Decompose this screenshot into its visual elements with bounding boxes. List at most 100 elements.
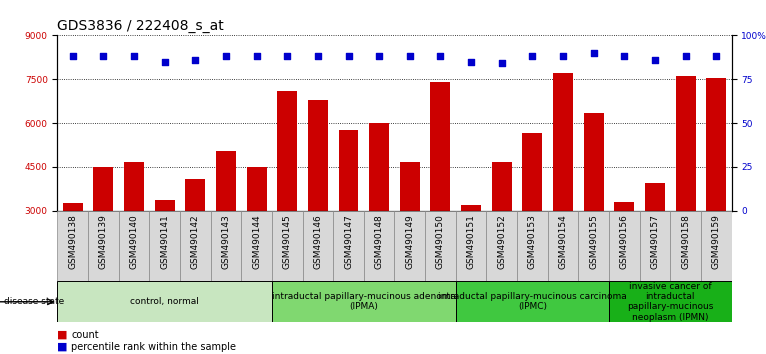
- Point: [588, 50, 600, 56]
- Bar: [364, 211, 394, 281]
- Text: GSM490155: GSM490155: [589, 214, 598, 269]
- Point: [67, 53, 79, 59]
- Bar: [553, 73, 573, 298]
- Text: disease state: disease state: [4, 297, 64, 306]
- Text: GSM490141: GSM490141: [160, 214, 169, 269]
- Point: [312, 53, 324, 59]
- Point: [220, 53, 232, 59]
- Text: GDS3836 / 222408_s_at: GDS3836 / 222408_s_at: [57, 19, 224, 33]
- Text: intraductal papillary-mucinous carcinoma
(IPMC): intraductal papillary-mucinous carcinoma…: [438, 292, 627, 312]
- Text: GSM490149: GSM490149: [405, 214, 414, 269]
- Text: ■: ■: [57, 330, 68, 339]
- Point: [97, 53, 110, 59]
- Text: GSM490140: GSM490140: [129, 214, 139, 269]
- Bar: [63, 203, 83, 298]
- Bar: [339, 130, 358, 298]
- Bar: [609, 211, 640, 281]
- Bar: [93, 167, 113, 298]
- Bar: [430, 82, 450, 298]
- Bar: [272, 281, 456, 322]
- Bar: [486, 211, 517, 281]
- Bar: [155, 200, 175, 298]
- Point: [189, 57, 201, 63]
- Text: GSM490154: GSM490154: [558, 214, 568, 269]
- Bar: [609, 281, 732, 322]
- Point: [710, 53, 722, 59]
- Bar: [517, 211, 548, 281]
- Point: [250, 53, 263, 59]
- Point: [342, 53, 355, 59]
- Point: [373, 53, 385, 59]
- Bar: [369, 123, 389, 298]
- Bar: [333, 211, 364, 281]
- Text: count: count: [71, 330, 99, 339]
- Text: GSM490148: GSM490148: [375, 214, 384, 269]
- Text: GSM490156: GSM490156: [620, 214, 629, 269]
- Text: GSM490157: GSM490157: [650, 214, 660, 269]
- Point: [281, 53, 293, 59]
- Bar: [640, 211, 670, 281]
- Point: [128, 53, 140, 59]
- Point: [649, 57, 661, 63]
- Text: intraductal papillary-mucinous adenoma
(IPMA): intraductal papillary-mucinous adenoma (…: [272, 292, 456, 312]
- Bar: [706, 78, 726, 298]
- Text: GSM490146: GSM490146: [313, 214, 322, 269]
- Bar: [216, 151, 236, 298]
- Text: GSM490150: GSM490150: [436, 214, 445, 269]
- Bar: [461, 205, 481, 298]
- Bar: [522, 133, 542, 298]
- Bar: [425, 211, 456, 281]
- Text: percentile rank within the sample: percentile rank within the sample: [71, 342, 236, 352]
- Text: control, normal: control, normal: [130, 297, 199, 306]
- Text: ■: ■: [57, 342, 68, 352]
- Text: GSM490158: GSM490158: [681, 214, 690, 269]
- Bar: [456, 281, 609, 322]
- Bar: [578, 211, 609, 281]
- Bar: [394, 211, 425, 281]
- Bar: [676, 76, 696, 298]
- Bar: [701, 211, 732, 281]
- Point: [679, 53, 692, 59]
- Bar: [670, 211, 701, 281]
- Text: GSM490144: GSM490144: [252, 214, 261, 269]
- Text: GSM490143: GSM490143: [221, 214, 231, 269]
- Bar: [211, 211, 241, 281]
- Text: GSM490145: GSM490145: [283, 214, 292, 269]
- Bar: [149, 211, 180, 281]
- Bar: [614, 202, 634, 298]
- Bar: [308, 100, 328, 298]
- Bar: [57, 281, 272, 322]
- Bar: [277, 91, 297, 298]
- Text: GSM490142: GSM490142: [191, 214, 200, 269]
- Bar: [492, 162, 512, 298]
- Point: [618, 53, 630, 59]
- Point: [434, 53, 447, 59]
- Bar: [272, 211, 303, 281]
- Bar: [456, 211, 486, 281]
- Point: [526, 53, 538, 59]
- Bar: [400, 162, 420, 298]
- Bar: [88, 211, 119, 281]
- Bar: [124, 162, 144, 298]
- Point: [159, 59, 171, 64]
- Point: [557, 53, 569, 59]
- Text: GSM490153: GSM490153: [528, 214, 537, 269]
- Text: GSM490151: GSM490151: [466, 214, 476, 269]
- Bar: [57, 211, 88, 281]
- Bar: [247, 167, 267, 298]
- Bar: [584, 113, 604, 298]
- Bar: [645, 183, 665, 298]
- Bar: [119, 211, 149, 281]
- Point: [404, 53, 416, 59]
- Text: GSM490152: GSM490152: [497, 214, 506, 269]
- Point: [496, 61, 508, 66]
- Point: [465, 59, 477, 64]
- Text: invasive cancer of
intraductal
papillary-mucinous
neoplasm (IPMN): invasive cancer of intraductal papillary…: [627, 282, 713, 322]
- Bar: [185, 178, 205, 298]
- Text: GSM490138: GSM490138: [68, 214, 77, 269]
- Bar: [241, 211, 272, 281]
- Text: GSM490147: GSM490147: [344, 214, 353, 269]
- Bar: [548, 211, 578, 281]
- Bar: [180, 211, 211, 281]
- Text: GSM490139: GSM490139: [99, 214, 108, 269]
